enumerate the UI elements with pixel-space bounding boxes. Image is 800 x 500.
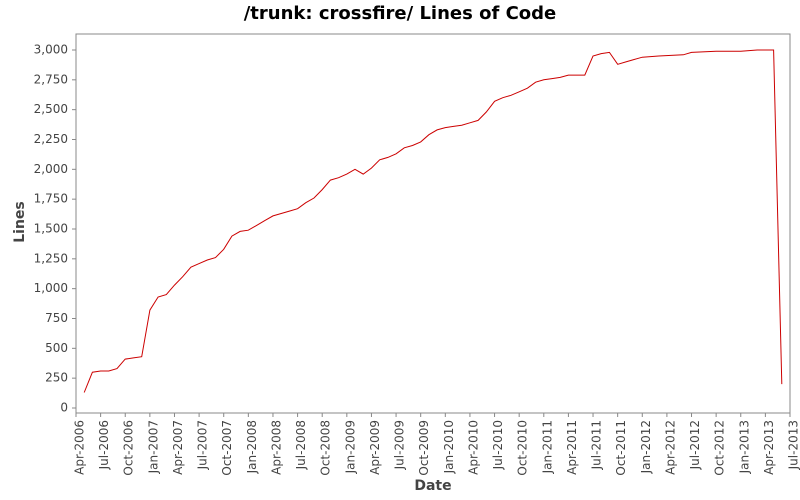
- x-tick-label: Jul-2006: [97, 420, 111, 470]
- chart-title: /trunk: crossfire/ Lines of Code: [244, 3, 557, 24]
- x-tick-label: Oct-2010: [516, 420, 530, 476]
- x-tick-label: Oct-2012: [713, 420, 727, 476]
- x-tick-label: Apr-2012: [663, 420, 677, 475]
- x-tick-label: Jul-2007: [196, 420, 210, 470]
- x-tick-label: Oct-2009: [417, 420, 431, 476]
- x-tick-label: Jan-2009: [343, 420, 357, 474]
- y-tick-label: 1,000: [34, 281, 68, 295]
- x-tick-label: Jan-2007: [146, 420, 160, 474]
- x-tick-label: Apr-2010: [466, 420, 480, 475]
- y-tick-label: 2,500: [34, 102, 68, 116]
- x-tick-label: Apr-2007: [171, 420, 185, 475]
- y-tick-label: 1,750: [34, 192, 68, 206]
- x-axis-label: Date: [414, 478, 451, 494]
- x-tick-label: Jan-2012: [639, 420, 653, 474]
- x-tick-label: Jan-2013: [737, 420, 751, 474]
- x-tick-label: Jan-2010: [442, 420, 456, 474]
- x-tick-label: Jan-2011: [540, 420, 554, 474]
- x-tick-label: Oct-2011: [614, 420, 628, 476]
- x-tick-label: Jul-2009: [393, 420, 407, 470]
- x-tick-label: Jul-2010: [491, 420, 505, 470]
- x-tick-label: Oct-2006: [122, 420, 136, 476]
- x-tick-label: Apr-2013: [762, 420, 776, 475]
- x-tick-label: Apr-2008: [269, 420, 283, 475]
- y-tick-label: 1,500: [34, 221, 68, 235]
- y-tick-label: 500: [45, 341, 68, 355]
- y-tick-label: 2,750: [34, 72, 68, 86]
- x-tick-label: Jan-2008: [245, 420, 259, 474]
- x-tick-label: Jul-2013: [787, 420, 800, 470]
- x-tick-label: Apr-2011: [565, 420, 579, 475]
- x-tick-label: Jul-2012: [688, 420, 702, 470]
- x-tick-label: Apr-2009: [368, 420, 382, 475]
- plot-area: [75, 33, 791, 414]
- y-tick-label: 250: [45, 371, 68, 385]
- x-tick-label: Apr-2006: [73, 420, 87, 475]
- y-tick-label: 1,250: [34, 251, 68, 265]
- x-tick-label: Oct-2008: [319, 420, 333, 476]
- x-tick-label: Jul-2008: [294, 420, 308, 470]
- data-line: [83, 49, 783, 393]
- y-tick-label: 0: [60, 400, 68, 414]
- x-tick-label: Jul-2011: [590, 420, 604, 470]
- y-tick-label: 750: [45, 311, 68, 325]
- x-tick-label: Oct-2007: [220, 420, 234, 476]
- y-tick-label: 2,000: [34, 162, 68, 176]
- y-tick-label: 3,000: [34, 42, 68, 56]
- y-axis-label: Lines: [12, 201, 28, 243]
- y-tick-label: 2,250: [34, 132, 68, 146]
